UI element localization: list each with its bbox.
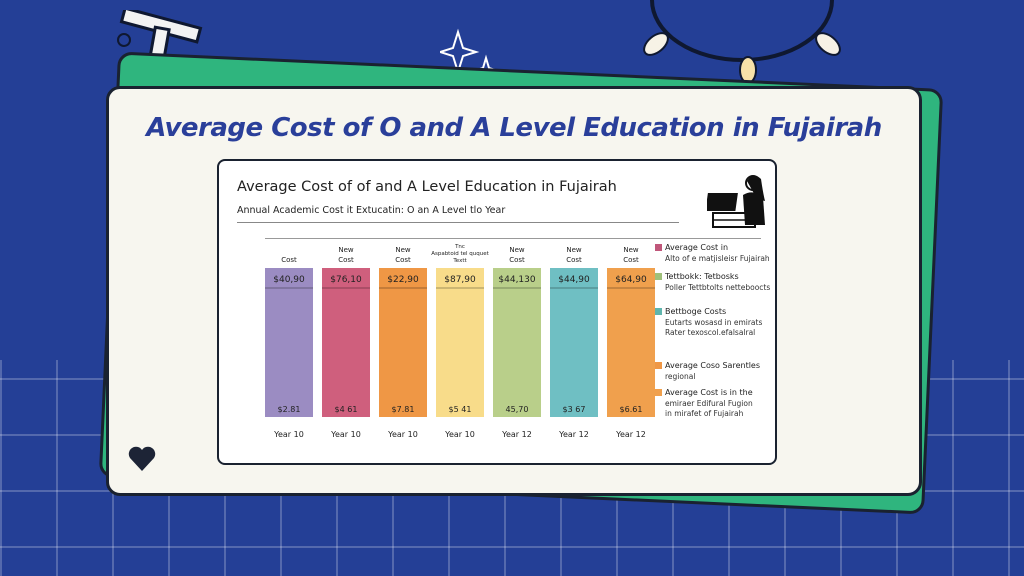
- bar-header-label: Cost: [338, 256, 354, 264]
- bar-header-label: Tnc: [454, 244, 465, 250]
- bar: [265, 268, 313, 417]
- bar: [550, 268, 598, 417]
- bar-top-label: $22,90: [387, 275, 419, 285]
- legend-swatch: [655, 362, 662, 369]
- bar-chart: $40,90 $2.81 Cost Year 10 $76,10 $4 61 New Cost…: [265, 244, 655, 439]
- bar-header-label: New: [623, 246, 639, 254]
- bar-top-label: $44,90: [558, 275, 590, 285]
- bar-top-label: $76,10: [330, 275, 362, 285]
- subtitle-rule: [237, 222, 679, 223]
- bar-header-label: New: [338, 246, 354, 254]
- bar: [493, 268, 541, 417]
- bar: [607, 268, 655, 417]
- chart-top-rule: [265, 238, 761, 239]
- legend-swatch: [655, 389, 662, 396]
- bar-bottom-label: $2.81: [278, 405, 301, 414]
- bar: [322, 268, 370, 417]
- x-tick-label: Year 10: [387, 430, 418, 439]
- chart-title: Average Cost of of and A Level Education…: [237, 179, 617, 195]
- legend-text: Average Cost is in the: [665, 388, 753, 397]
- bar-header-label: Aspabtoid tel ququet: [431, 251, 489, 257]
- legend-text: Rater texoscol.efalsalral: [665, 328, 756, 337]
- x-tick-label: Year 10: [444, 430, 475, 439]
- bar-header-label: Cost: [566, 256, 582, 264]
- bar-header-label: Cost: [509, 256, 525, 264]
- person-at-laptop-icon: [707, 175, 765, 228]
- sun-doodle-icon: [643, 0, 841, 84]
- legend-swatch: [655, 308, 662, 315]
- bar-header-label: New: [509, 246, 525, 254]
- bar-header-label: Cost: [623, 256, 639, 264]
- bar-top-label: $40,90: [273, 275, 305, 285]
- x-tick-label: Year 10: [330, 430, 361, 439]
- bar-header-label: New: [566, 246, 582, 254]
- bar-top-label: $44,130: [498, 275, 535, 285]
- legend-text: Tettbokk: Tetbosks: [665, 272, 739, 281]
- bar: [379, 268, 427, 417]
- legend-text: emiraer Edifural Fugion: [665, 399, 753, 408]
- bar-bottom-label: 45,70: [506, 405, 529, 414]
- bar-bottom-label: $6.61: [620, 405, 643, 414]
- bar-bottom-label: $3 67: [563, 405, 586, 414]
- x-tick-label: Year 12: [501, 430, 532, 439]
- bar-bottom-label: $4 61: [335, 405, 358, 414]
- main-card: Average Cost of O and A Level Education …: [106, 86, 922, 496]
- bar-header-label: Cost: [395, 256, 411, 264]
- legend-text: Average Coso Sarentles: [665, 361, 761, 370]
- bar-header-label: New: [395, 246, 411, 254]
- x-tick-label: Year 12: [558, 430, 589, 439]
- bar-bottom-label: $5 41: [449, 405, 472, 414]
- legend-text: Average Cost in: [665, 243, 729, 252]
- bar-header-label: Cost: [281, 256, 297, 264]
- bar-header-label: Textt: [452, 258, 467, 264]
- bar-bottom-label: $7.81: [392, 405, 415, 414]
- legend-swatch: [655, 273, 662, 280]
- legend-text: in mirafet of Fujairah: [665, 409, 744, 418]
- legend-text: Poller Tettbtolts netteboocts: [665, 283, 771, 292]
- legend-text: regional: [665, 372, 696, 381]
- legend-text: Eutarts wosasd in emirats: [665, 318, 763, 327]
- legend-swatch: [655, 244, 662, 251]
- x-tick-label: Year 10: [273, 430, 304, 439]
- bar-top-label: $87,90: [444, 275, 476, 285]
- bar: [436, 268, 484, 417]
- legend-text: Alto of e matjisleisr Fujairah: [665, 254, 770, 263]
- page-headline: Average Cost of O and A Level Education …: [146, 113, 882, 143]
- heart-icon: [128, 446, 156, 471]
- x-tick-label: Year 12: [615, 430, 646, 439]
- bar-top-label: $64,90: [615, 275, 647, 285]
- chart-panel: Average Cost of of and A Level Education…: [217, 159, 777, 465]
- chart-subtitle: Annual Academic Cost it Extucatin: O an …: [237, 205, 506, 216]
- legend-text: Bettboge Costs: [665, 307, 727, 316]
